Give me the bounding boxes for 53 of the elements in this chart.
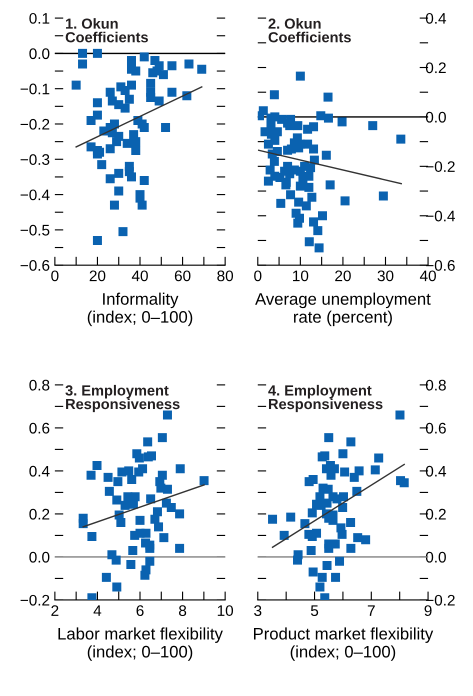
chart-title: 2. Okun Coefficients: [268, 18, 351, 42]
chart-title: 4. Employment Responsiveness: [268, 384, 383, 412]
y-tick-label: −0.5: [20, 224, 50, 236]
x-tick-label: 60: [174, 270, 190, 282]
chart-title: 3. Employment Responsiveness: [65, 384, 180, 412]
x-tick-label: 20: [90, 270, 106, 282]
y2-tick-label: −0.2: [426, 161, 455, 172]
y-tick-label: −0.4: [20, 189, 50, 200]
y2-tick-label: 0.2: [426, 62, 446, 74]
y2-tick-label: 0.0: [426, 552, 446, 563]
y2-tick-label: −0.6: [426, 260, 455, 271]
x-tick-label: 0: [51, 270, 59, 282]
x-tick-label: 3: [254, 605, 262, 616]
x-tick-label: 9: [424, 605, 432, 616]
y-tick-label: −0.2: [20, 118, 50, 130]
x-tick-label: 80: [217, 270, 234, 282]
y-tick-label: 0.0: [29, 552, 50, 563]
x-tick-label: 30: [378, 270, 394, 282]
x-tick-label: 6: [136, 605, 144, 616]
x-tick-label: 20: [335, 270, 351, 282]
y-tick-label: 0.0: [29, 48, 50, 60]
x-axis-title: Labor market flexibility (index; 0–100): [58, 627, 223, 661]
y-tick-label: 0.2: [29, 508, 50, 520]
x-tick-label: 40: [420, 270, 436, 282]
x-axis-title: Product market flexibility (index; 0–100): [254, 627, 434, 661]
x-axis-title: Average unemployment rate (percent): [255, 292, 431, 326]
y-tick-label: 0.4: [29, 466, 50, 477]
y-tick-label: −0.3: [20, 154, 50, 165]
y-tick-label: 0.6: [29, 422, 50, 434]
x-tick-label: 0: [254, 270, 262, 282]
y-tick-label: −0.6: [20, 260, 50, 271]
x-axis-title: Informality (index; 0–100): [88, 292, 192, 326]
x-tick-label: 10: [218, 605, 234, 616]
x-tick-label: 5: [310, 605, 318, 616]
y2-tick-label: 0.4: [426, 12, 446, 24]
y2-tick-label: −0.2: [426, 594, 455, 606]
y2-tick-label: 0.4: [426, 466, 446, 477]
y2-tick-label: 0.0: [426, 112, 446, 123]
x-tick-label: 10: [293, 270, 308, 282]
y2-tick-label: 0.6: [426, 422, 446, 434]
y2-tick-label: −0.4: [426, 210, 455, 222]
x-tick-label: 2: [51, 605, 58, 616]
chart-title: 1. Okun Coefficients: [66, 18, 148, 42]
x-tick-label: 8: [178, 605, 186, 616]
y2-tick-label: 0.2: [426, 508, 446, 520]
x-tick-label: 4: [94, 605, 102, 616]
y-tick-label: 0.1: [29, 12, 50, 24]
y-tick-label: −0.2: [20, 594, 50, 606]
y-tick-label: 0.8: [29, 380, 50, 391]
x-tick-label: 40: [132, 270, 148, 282]
y2-tick-label: 0.8: [426, 380, 446, 391]
y-tick-label: −0.1: [20, 84, 50, 94]
x-tick-label: 7: [368, 605, 375, 616]
